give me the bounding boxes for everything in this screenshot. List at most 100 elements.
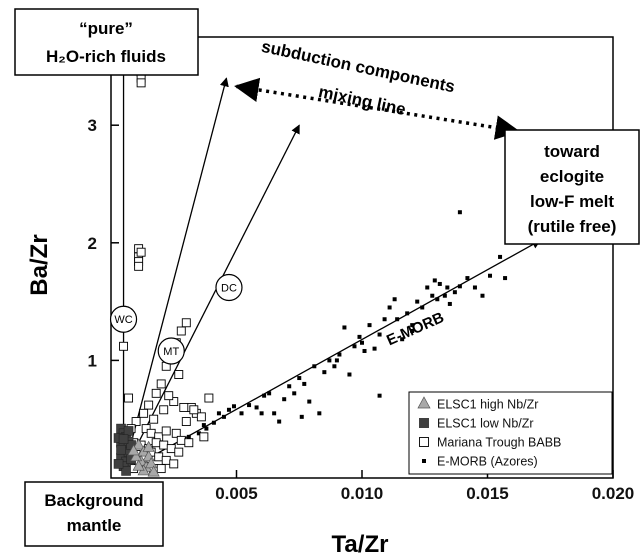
babb-point [119,341,129,351]
background-text-1: Background [44,491,143,510]
elsc1-low-point [123,426,134,436]
emorb-trend-label: E-MORB [384,309,447,349]
ray-label-dc: DC [221,282,237,294]
emorb-point [472,285,477,290]
ray-label-circle [215,273,243,302]
emorb-point [445,285,450,290]
ray-dc [122,124,300,473]
legend-label: Mariana Trough BABB [437,436,561,450]
emorb-point [287,384,292,389]
mixing-line-label-2: mixing line [317,82,408,119]
emorb-point [447,301,452,306]
emorb-point [488,273,493,278]
emorb-point [221,414,226,419]
emorb-point [498,254,503,259]
ray-label-mt: MT [163,346,179,358]
emorb-point [437,281,442,286]
emorb-point [442,293,447,298]
legend-marker-filled-square [419,418,429,428]
emorb-point [452,290,457,295]
babb-point [141,424,151,434]
babb-point [164,391,174,401]
emorb-point [297,376,302,381]
elsc1-high-point [127,444,140,456]
emorb-point [425,285,430,290]
babb-point [176,326,186,336]
emorb-point [204,426,209,431]
eclogite-text-3: low-F melt [530,192,614,211]
babb-point [166,444,176,454]
pure-fluids-text-2: H₂O-rich fluids [46,47,166,66]
babb-point [146,428,156,438]
ray-e-morb [123,239,542,473]
emorb-point [211,420,216,425]
babb-point [154,452,164,462]
emorb-point [410,323,415,328]
emorb-point [435,297,440,302]
elsc1-low-point [118,434,129,444]
elsc1-high-point [147,465,160,477]
emorb-point [247,403,252,408]
ray-label-circle [109,305,138,333]
emorb-point [337,352,342,357]
emorb-point [410,329,415,333]
emorb-point [480,293,485,298]
emorb-point [387,305,392,310]
legend-marker-open-square [419,437,429,447]
emorb-point [322,370,327,375]
emorb-point [327,358,332,363]
mixing-line-arrow [234,77,521,140]
eclogite-box: toward eclogite low-F melt (rutile free) [504,129,640,245]
babb-point [134,261,144,271]
emorb-point [231,404,236,409]
babb-point [174,447,184,457]
emorb-point [216,411,221,416]
emorb-point [405,311,410,316]
ray-mt [122,77,229,473]
emorb-point [360,340,364,345]
elsc1-high-point [130,450,143,462]
babb-point [199,432,209,442]
babb-point [161,426,171,436]
ray-label-wc: WC [114,314,132,326]
babb-point [184,438,194,448]
babb-point [139,408,149,418]
emorb-point [392,297,397,302]
emorb-point [457,210,462,215]
emorb-point [299,414,304,419]
elsc1-high-point [132,459,145,471]
babb-point [169,397,179,407]
emorb-point [357,334,362,339]
babb-point [159,440,169,450]
emorb-point [254,405,259,410]
y-tick-label: 2 [88,234,97,253]
x-axis-title: Ta/Zr [332,531,389,558]
ray-label-circle [157,337,185,365]
x-axis-ticks: 0.005 0.010 0.015 0.020 [215,470,634,503]
babb-point [131,417,141,427]
babb-point [151,388,161,398]
background-text-2: mantle [67,516,122,535]
babb-point [156,379,166,389]
emorb-point [292,391,297,396]
babb-point [159,405,169,415]
emorb-point [377,393,382,398]
emorb-point [400,337,405,342]
emorb-point [239,411,244,416]
babb-point [149,414,159,424]
emorb-point [262,393,267,398]
elsc1-low-point [116,444,126,455]
babb-point [174,370,184,379]
emorb-point [201,423,206,428]
emorb-point [282,397,287,402]
emorb-point [332,364,337,369]
emorb-point [382,317,387,322]
emorb-point [302,381,307,386]
emorb-point [415,299,420,304]
trend-rays [119,59,542,473]
babb-point [161,455,171,465]
emorb-point [347,372,352,377]
babb-point [124,393,134,403]
babb-point [171,428,181,438]
emorb-point [430,293,435,298]
